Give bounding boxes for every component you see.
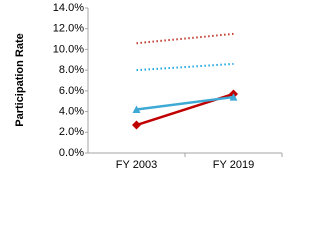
y-tick-label: 8.0% xyxy=(59,64,84,76)
chart: Participation Rate 0.0% 2.0% 4.0% 6.0% 8.0% 1… xyxy=(14,2,283,171)
y-axis-title: Participation Rate xyxy=(14,33,26,127)
x-tick-label: FY 2003 xyxy=(116,159,157,171)
series-line xyxy=(136,32,234,45)
y-tick-label: 6.0% xyxy=(59,85,84,97)
page: Participation Rate 0.0% 2.0% 4.0% 6.0% 8.0% 1… xyxy=(13,1,283,171)
y-tick-label: 4.0% xyxy=(59,105,84,117)
y-tick-label: 0.0% xyxy=(59,147,84,159)
y-tick-label: 12.0% xyxy=(53,23,84,35)
y-tick-label: 14.0% xyxy=(53,2,84,14)
series-line xyxy=(136,62,234,72)
x-tick-label: FY 2019 xyxy=(213,159,254,171)
diamond-marker xyxy=(132,120,141,130)
y-tick-label: 2.0% xyxy=(59,126,84,138)
triangle-marker xyxy=(132,105,141,113)
triangle-marker xyxy=(229,93,238,101)
y-tick-label: 10.0% xyxy=(53,43,84,55)
series-line xyxy=(136,95,234,111)
